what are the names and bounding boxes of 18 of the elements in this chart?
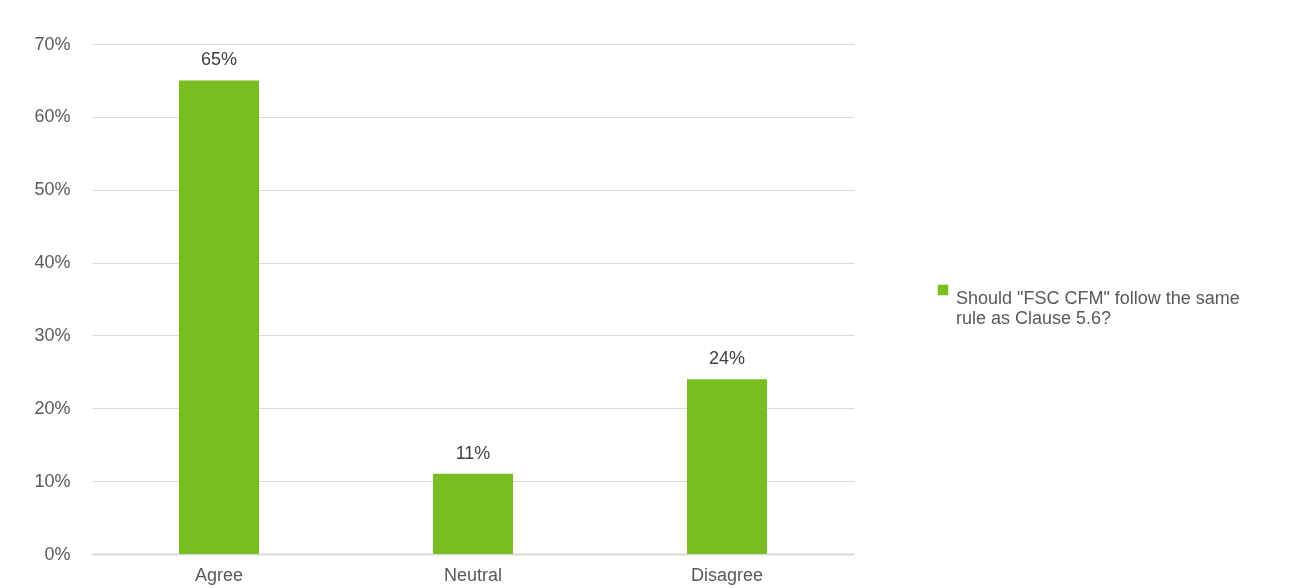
data-label: 11% (455, 442, 491, 463)
legend-label: Should "FSC CFM" follow the same rule as Clause 5.6? (956, 288, 1240, 328)
bar (687, 379, 767, 554)
y-tick-label: 50% (34, 179, 71, 200)
data-label: 65% (200, 49, 238, 70)
x-tick-label: Neutral (443, 564, 503, 585)
y-tick-label: 70% (34, 33, 71, 54)
y-tick-label: 10% (34, 470, 71, 491)
y-tick-label: 60% (34, 106, 71, 127)
bar (179, 80, 259, 554)
y-tick-label: 20% (34, 397, 71, 418)
data-label: 24% (708, 348, 746, 369)
y-tick-label: 30% (34, 324, 71, 345)
y-tick-label: 40% (34, 252, 71, 273)
x-tick-label: Agree (194, 564, 244, 585)
y-tick-label: 0% (44, 543, 71, 564)
x-tick-label: Disagree (690, 564, 764, 585)
bar (433, 473, 513, 554)
